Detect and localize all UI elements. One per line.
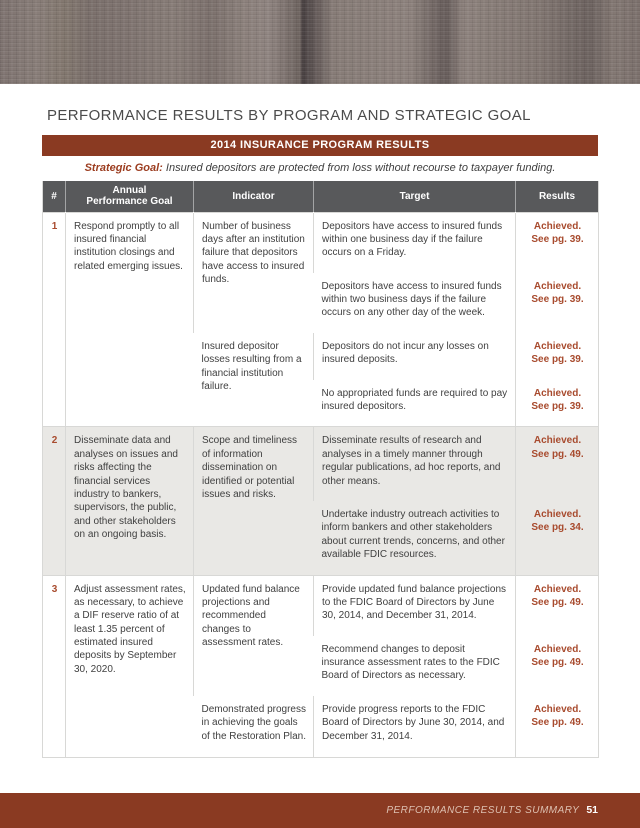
table-row: 1 Respond promptly to all insured financ… — [43, 212, 599, 427]
target-cell: Disseminate results of research and anal… — [313, 426, 516, 501]
result-cell: Achieved. See pg. 34. — [515, 500, 599, 576]
result-cell: Achieved. See pg. 49. — [515, 635, 599, 696]
target-cell: Provide updated fund balance projections… — [313, 575, 516, 636]
result-cell: Achieved. See pg. 39. — [515, 272, 599, 333]
result-cell: Achieved. See pg. 49. — [515, 426, 599, 501]
table-header: # Annual Performance Goal Indicator Targ… — [42, 181, 599, 212]
strategic-goal-label: Strategic Goal: — [84, 162, 163, 174]
result-cell: Achieved. See pg. 39. — [515, 379, 599, 427]
indicator-cell: Insured depositor losses resulting from … — [201, 340, 302, 393]
column-header-indicator: Indicator — [193, 181, 314, 212]
target-cell: Provide progress reports to the FDIC Boa… — [313, 695, 516, 758]
column-header-results: Results — [515, 181, 599, 212]
decorative-texture-banner — [0, 0, 640, 84]
goal-cell: Disseminate data and analyses on issues … — [65, 426, 194, 576]
target-cell: No appropriated funds are required to pa… — [321, 387, 508, 413]
table-row: Demonstrated progress in achieving the g… — [43, 695, 599, 758]
table-row: 2 Disseminate data and analyses on issue… — [42, 426, 599, 576]
table-row-goal-2: 2 Disseminate data and analyses on issue… — [42, 426, 599, 576]
target-cell: Undertake industry outreach activities t… — [313, 500, 516, 576]
table-caption-bar: 2014 INSURANCE PROGRAM RESULTS — [42, 135, 598, 156]
result-cell: Achieved. See pp. 49. — [515, 695, 599, 758]
page-title: PERFORMANCE RESULTS BY PROGRAM AND STRAT… — [47, 107, 531, 124]
table-row-goal-3: 3 Adjust assessment rates, as necessary,… — [42, 575, 599, 758]
target-cell: Depositors have access to insured funds … — [313, 212, 516, 273]
result-cell: Achieved. See pg. 49. — [515, 575, 599, 636]
goal-cell: Respond promptly to all insured financia… — [65, 212, 194, 427]
goal-cell: Adjust assessment rates, as necessary, t… — [65, 575, 194, 758]
indicator-cell: Updated fund balance projections and rec… — [193, 575, 314, 696]
column-header-num: # — [42, 181, 66, 212]
goal-number: 1 — [51, 220, 58, 232]
target-cell: Depositors do not incur any losses on in… — [313, 332, 516, 380]
performance-results-table: # Annual Performance Goal Indicator Targ… — [42, 181, 599, 759]
target-cell: Depositors have access to insured funds … — [321, 280, 502, 319]
column-header-target: Target — [313, 181, 516, 212]
table-row: Recommend changes to deposit insurance a… — [43, 635, 599, 696]
footer-page-number: 51 — [586, 804, 598, 816]
goal-number: 2 — [42, 426, 66, 576]
indicator-cell: Demonstrated progress in achieving the g… — [201, 703, 307, 742]
strategic-goal-row: Strategic Goal: Insured depositors are p… — [42, 156, 598, 181]
indicator-cell: Number of business days after an institu… — [193, 212, 314, 333]
table-row-goal-1: 1 Respond promptly to all insured financ… — [42, 212, 599, 427]
table-row: Undertake industry outreach activities t… — [43, 500, 599, 576]
result-cell: Achieved. See pg. 39. — [515, 332, 599, 380]
indicator-cell: Scope and timeliness of information diss… — [193, 426, 314, 576]
target-cell: Recommend changes to deposit insurance a… — [321, 643, 500, 682]
page-content: PERFORMANCE RESULTS BY PROGRAM AND STRAT… — [0, 84, 640, 759]
table-row: 3 Adjust assessment rates, as necessary,… — [43, 575, 599, 758]
result-cell: Achieved. See pg. 39. — [515, 212, 599, 273]
strategic-goal-text: Insured depositors are protected from lo… — [162, 162, 556, 174]
goal-number: 3 — [51, 583, 58, 595]
footer-bar: PERFORMANCE RESULTS SUMMARY 51 — [0, 793, 640, 828]
table-row: Insured depositor losses resulting from … — [43, 332, 599, 392]
table-row: Depositors have access to insured funds … — [43, 272, 599, 333]
column-header-goal: Annual Performance Goal — [65, 181, 194, 212]
table-row: No appropriated funds are required to pa… — [43, 379, 599, 427]
footer-section-label: PERFORMANCE RESULTS SUMMARY — [386, 805, 580, 816]
